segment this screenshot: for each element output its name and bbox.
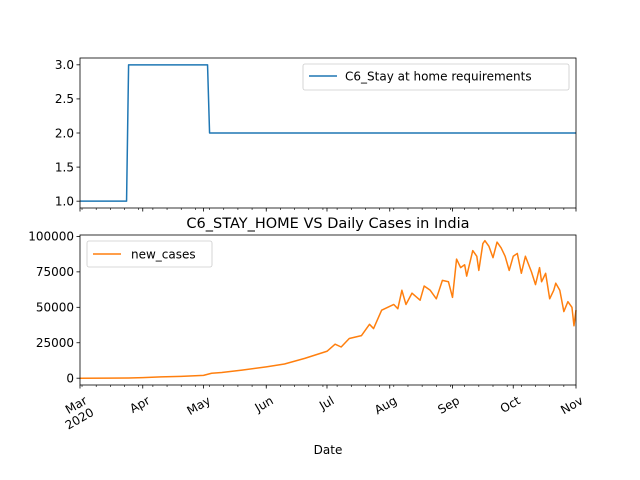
top-panel-frame xyxy=(79,57,577,209)
series-line-new-cases xyxy=(79,239,577,379)
top-legend-box xyxy=(302,63,570,91)
y-tick-label: 50000 xyxy=(36,301,74,315)
x-tick-label-line: Jul xyxy=(316,393,336,413)
bottom-panel-legend: new_cases xyxy=(86,240,213,268)
y-tick-label: 25000 xyxy=(36,336,74,350)
y-tick-label: 1.0 xyxy=(55,194,74,208)
top-legend-label: C6_Stay at home requirements xyxy=(345,70,532,84)
bottom-panel-series xyxy=(79,239,577,379)
bottom-panel: 0 25000 50000 75000 100000 new_cases xyxy=(28,230,577,389)
y-tick-label: 1.5 xyxy=(55,160,74,174)
y-tick-label: 2.5 xyxy=(55,92,74,106)
bottom-panel-y-ticks: 0 25000 50000 75000 100000 xyxy=(28,230,80,385)
x-tick-label: Jul xyxy=(316,393,336,413)
top-panel: 1.0 1.5 2.0 2.5 3.0 C6_Stay at home requirem… xyxy=(55,57,577,212)
top-panel-legend: C6_Stay at home requirements xyxy=(302,63,570,91)
top-panel-y-ticks: 1.0 1.5 2.0 2.5 3.0 xyxy=(55,58,80,208)
series-line-c6-stay-at-home-requirements xyxy=(80,64,576,202)
y-tick-label: 100000 xyxy=(28,230,74,244)
top-panel-series xyxy=(80,64,576,202)
bottom-legend-box xyxy=(86,240,213,268)
x-axis-title: Date xyxy=(314,443,343,457)
y-tick-label: 0 xyxy=(66,371,74,385)
y-tick-label: 2.0 xyxy=(55,126,74,140)
chart-title: C6_STAY_HOME VS Daily Cases in India xyxy=(186,216,469,232)
bottom-legend-label: new_cases xyxy=(131,248,196,262)
x-tick-label-text: Jul xyxy=(316,393,336,413)
y-tick-label: 3.0 xyxy=(55,58,74,72)
y-tick-label: 75000 xyxy=(36,265,74,279)
bottom-panel-frame xyxy=(79,234,577,386)
